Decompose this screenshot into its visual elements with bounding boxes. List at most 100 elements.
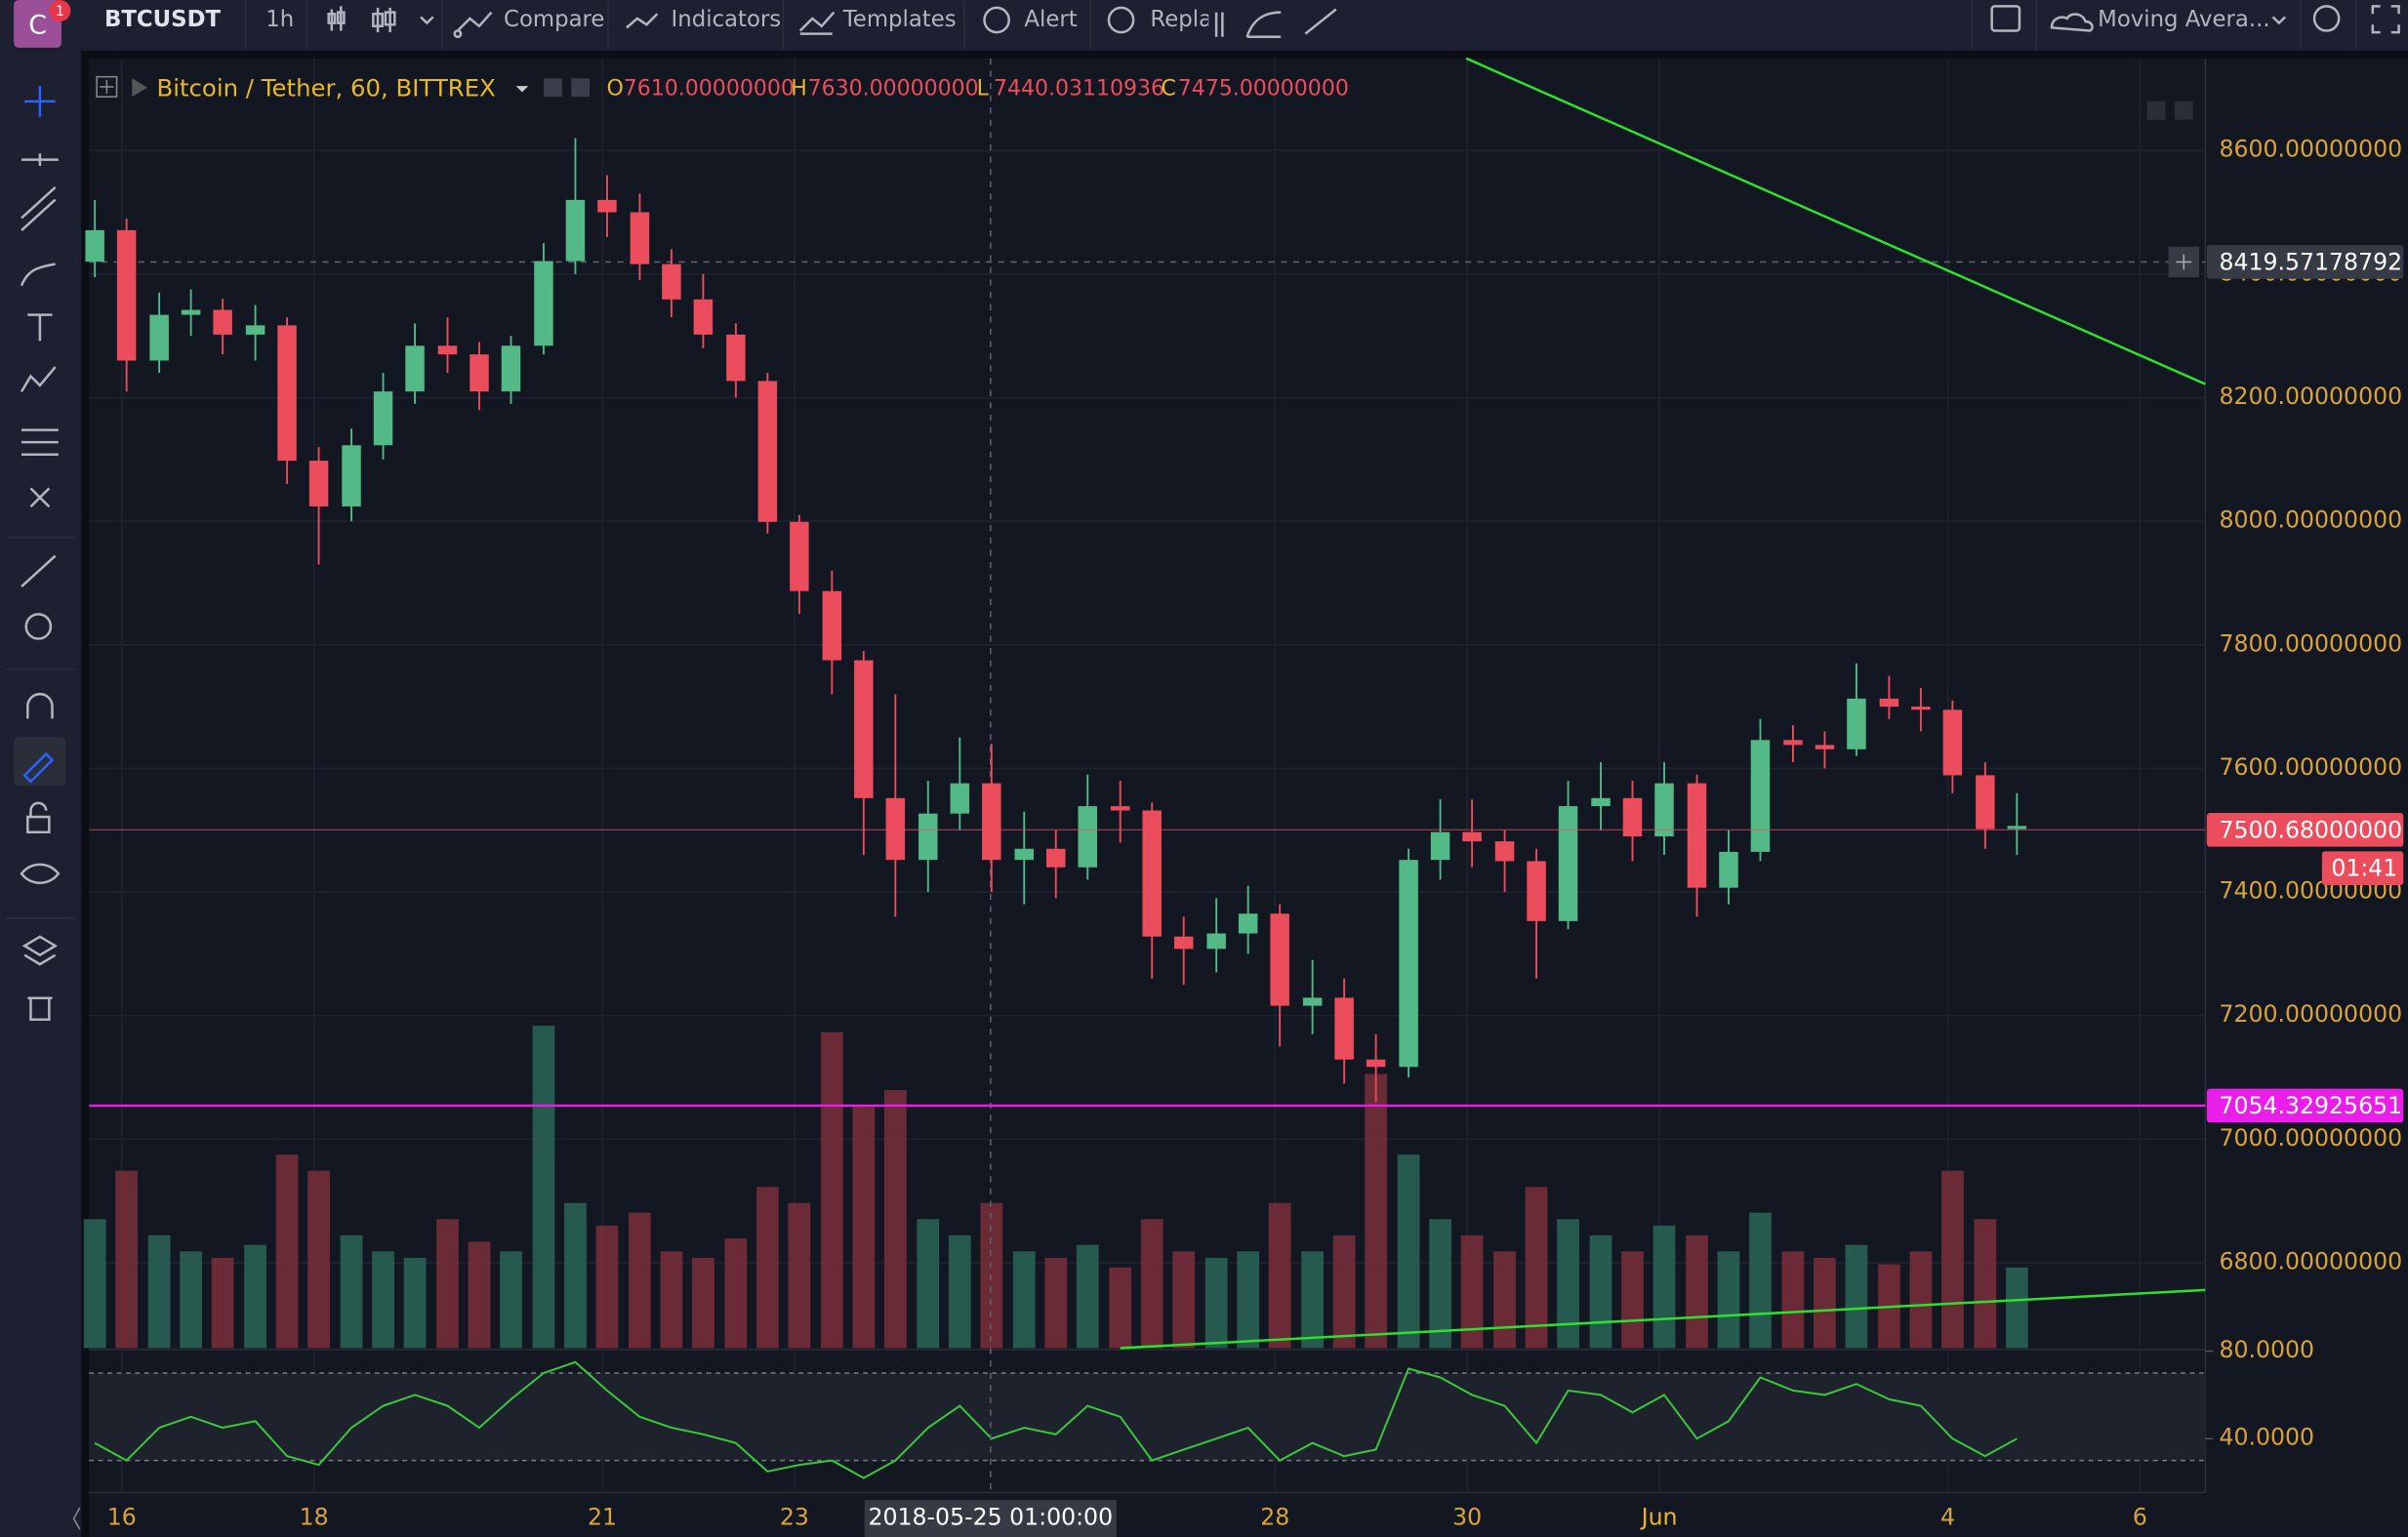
- layout-button[interactable]: [1990, 5, 2021, 32]
- volume-bar: [1941, 1170, 1964, 1349]
- candle-body: [662, 263, 681, 300]
- volume-bar: [724, 1238, 748, 1349]
- fib-tool[interactable]: [1245, 11, 1282, 39]
- x-tick-label: 16: [107, 1504, 137, 1531]
- volume-bar: [1012, 1251, 1036, 1349]
- volume-bar: [917, 1219, 940, 1349]
- volume-bar: [1493, 1251, 1516, 1349]
- legend-title[interactable]: Bitcoin / Tether, 60, BITTREX: [156, 73, 495, 101]
- volume-bar: [115, 1170, 139, 1349]
- fullscreen-button[interactable]: [2371, 5, 2400, 34]
- crosshair-add-icon: [2176, 254, 2192, 270]
- volume-bar: [1429, 1219, 1451, 1349]
- volume-bar: [1814, 1257, 1836, 1349]
- dropdown-arrow[interactable]: [420, 16, 434, 25]
- volume-bar: [1589, 1234, 1612, 1349]
- last-price-bg: [2206, 813, 2404, 847]
- horizontal-line-price-bg: [2206, 1088, 2404, 1123]
- trend-tool[interactable]: [1304, 8, 1337, 35]
- dropdown-arrow[interactable]: [515, 86, 529, 93]
- compare-button[interactable]: Compare: [504, 7, 604, 32]
- templates-button[interactable]: Templates: [842, 7, 957, 32]
- candle-body: [1238, 913, 1258, 934]
- delete-all[interactable]: [27, 996, 53, 1022]
- replay-button[interactable]: Repla: [1150, 7, 1212, 32]
- candle-body: [1783, 740, 1803, 746]
- legend-key: L: [977, 76, 990, 101]
- lock-tool[interactable]: [26, 801, 51, 834]
- prediction-tool[interactable]: [21, 428, 59, 457]
- legend-key: C: [1161, 76, 1175, 101]
- line-tool[interactable]: [21, 153, 59, 166]
- text-tool[interactable]: [27, 313, 53, 342]
- rsi-line: [94, 1360, 2018, 1479]
- candle-body: [1976, 775, 1995, 829]
- candle-body: [950, 783, 970, 814]
- hide-tool[interactable]: [20, 863, 61, 884]
- volume-bar: [1365, 1073, 1387, 1349]
- magnet-tool[interactable]: [26, 692, 54, 719]
- indicators-button[interactable]: Indicators: [672, 7, 782, 32]
- candle-style-icon[interactable]: [372, 7, 396, 33]
- hide-icon[interactable]: [571, 78, 591, 98]
- x-tick-label: Jun: [1640, 1504, 1678, 1531]
- legend-key: H: [791, 76, 807, 101]
- zoom-tool[interactable]: [24, 613, 53, 640]
- crosshair-tool[interactable]: [24, 86, 56, 117]
- object-tree[interactable]: [21, 935, 59, 966]
- x-tick-label: 21: [588, 1504, 617, 1531]
- legend-value: 7610.00000000: [624, 76, 795, 101]
- dropdown-arrow[interactable]: [2271, 16, 2287, 25]
- stay-drawing-tool[interactable]: [22, 751, 55, 784]
- bar-style-icon[interactable]: [327, 6, 346, 31]
- y-tick-label: 7200.00000000: [2219, 1000, 2402, 1028]
- alert-button[interactable]: Alert: [1024, 7, 1077, 32]
- symbol[interactable]: BTCUSDT: [104, 7, 222, 32]
- collapse-icon: [100, 79, 114, 95]
- countdown-bg: [2321, 851, 2404, 885]
- drawing-tools: [6, 86, 76, 1022]
- separator: [81, 50, 90, 1537]
- scroll-left[interactable]: [72, 1507, 81, 1530]
- crosshair-time-bg: [864, 1500, 1117, 1537]
- volume-bar: [1909, 1251, 1933, 1349]
- candle-body: [1847, 698, 1866, 749]
- candle-body: [1110, 806, 1130, 811]
- settings-icon[interactable]: [543, 78, 562, 98]
- candle-body: [1911, 707, 1931, 710]
- measure-tool[interactable]: [20, 554, 57, 587]
- candle-body: [1334, 997, 1354, 1060]
- templates-icon: [798, 11, 836, 35]
- volume-bar: [692, 1257, 714, 1349]
- y-tick-label: 8000.00000000: [2219, 506, 2402, 534]
- candle-body: [1622, 797, 1643, 837]
- volume-bar: [436, 1219, 459, 1349]
- indicators-icon: [626, 13, 659, 29]
- collapse-button[interactable]: [96, 75, 118, 98]
- pane-button[interactable]: [2146, 101, 2166, 120]
- volume-bar: [180, 1251, 202, 1349]
- candle-body: [565, 199, 586, 262]
- interval[interactable]: 1h: [265, 7, 294, 32]
- brush-tool[interactable]: [20, 263, 56, 287]
- study-icon: [2050, 13, 2094, 32]
- volume-bar: [948, 1234, 971, 1349]
- pane-button[interactable]: [2174, 101, 2193, 120]
- channel-tool[interactable]: [20, 186, 57, 231]
- settings-button[interactable]: [2312, 5, 2341, 32]
- candle-body: [1142, 810, 1162, 937]
- pattern-tool[interactable]: [20, 366, 57, 392]
- crosshair-time: 2018-05-25 01:00:00: [869, 1504, 1114, 1531]
- legend-value: 7630.00000000: [808, 76, 979, 101]
- volume-bar: [660, 1251, 683, 1349]
- candle-body: [1173, 936, 1194, 950]
- volume-bar: [2005, 1267, 2028, 1349]
- remove-tool[interactable]: [29, 487, 51, 508]
- volume-bar: [1109, 1267, 1132, 1349]
- x-tick-label: 18: [300, 1504, 329, 1531]
- candle-body: [1719, 851, 1738, 888]
- volume-bar: [1397, 1154, 1420, 1349]
- study-button[interactable]: Moving Avera...: [2098, 7, 2269, 32]
